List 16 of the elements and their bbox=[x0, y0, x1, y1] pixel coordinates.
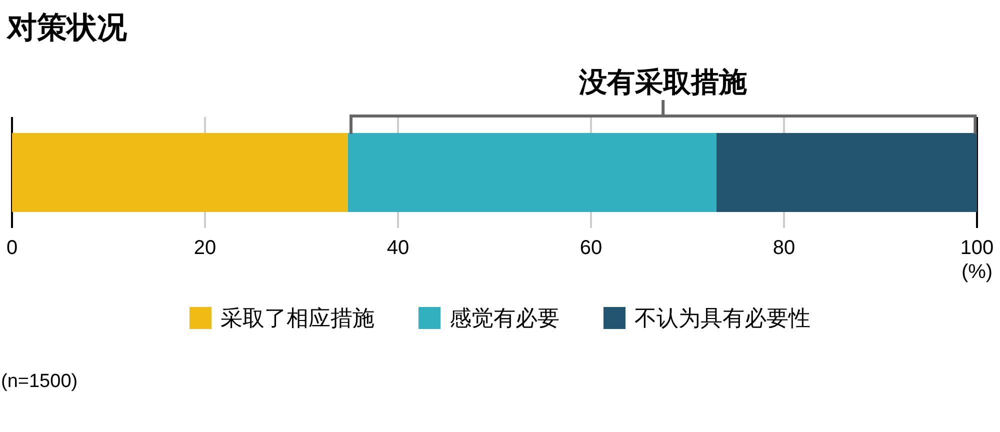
legend-label: 采取了相应措施 bbox=[220, 306, 374, 330]
x-axis-title: (%) bbox=[961, 261, 993, 283]
x-tick-label: 0 bbox=[6, 237, 18, 259]
bar bbox=[716, 133, 977, 212]
text: 没有采取措施 bbox=[578, 66, 747, 98]
x-tick-label: 40 bbox=[386, 237, 410, 259]
x-tick-label: 60 bbox=[580, 237, 602, 259]
x-tick-label: 80 bbox=[772, 237, 796, 259]
chart-title: 对策状况 bbox=[6, 12, 128, 44]
text: (n=1500) bbox=[1, 371, 78, 392]
bar bbox=[12, 133, 348, 212]
legend-label: 不认为具有必要性 bbox=[634, 306, 810, 330]
x-tick-label: 100 bbox=[960, 237, 994, 259]
bar bbox=[348, 133, 716, 212]
x-tick-label: 20 bbox=[194, 237, 216, 259]
legend-label: 感觉有必要 bbox=[450, 306, 560, 330]
